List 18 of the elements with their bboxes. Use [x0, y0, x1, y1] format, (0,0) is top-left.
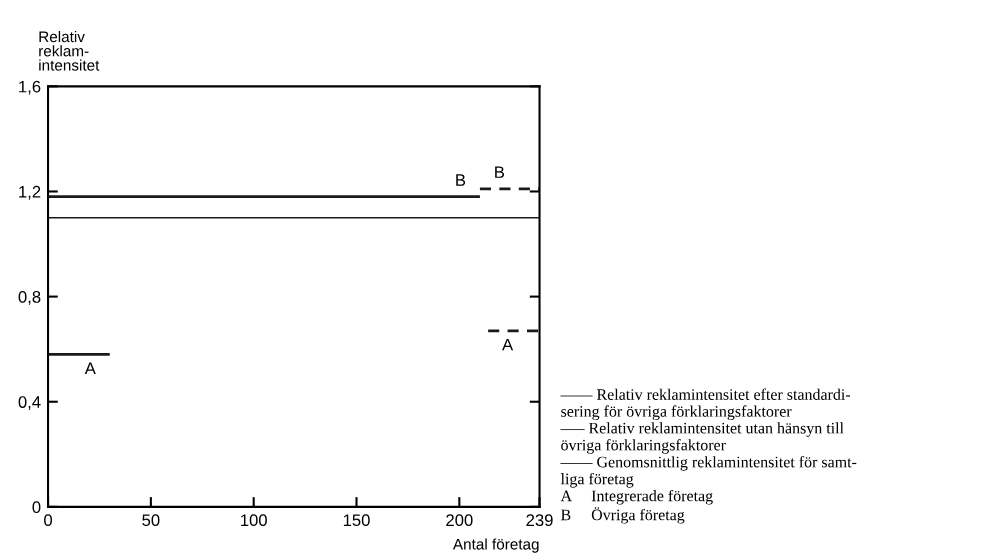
x-tick-label: 100 — [241, 514, 267, 527]
x-tick-label: 239 — [526, 514, 553, 527]
y-axis-title: Relativ reklam- intensitet — [39, 30, 100, 71]
series-label: B — [456, 174, 466, 186]
x-axis-title: Antal företag — [452, 538, 539, 553]
y-tick-label: 0 — [32, 501, 41, 514]
x-tick-label: 50 — [142, 514, 160, 527]
x-tick-label: 200 — [446, 514, 473, 527]
y-tick-label: 1,6 — [19, 80, 41, 95]
series-label: B — [495, 166, 505, 178]
x-tick-label: 150 — [343, 514, 370, 527]
y-tick-label: 0,4 — [18, 396, 41, 410]
x-tick-label: 0 — [44, 514, 53, 527]
series-label: A — [84, 362, 96, 375]
y-tick-label: 0,8 — [18, 291, 41, 305]
text: —— Relativ reklamintensitet efter standardi- sering för övriga förklaringsfaktorer ––– Relativ reklamintensitet utan hänsyn till övriga förklaringsfaktorer —— Genomsnittlig reklamintensitet för samt- liga företag A Integrerade företag B Övriga företag — [560, 388, 857, 524]
series-label: A — [502, 338, 514, 351]
y-tick-label: 1,2 — [19, 185, 41, 200]
